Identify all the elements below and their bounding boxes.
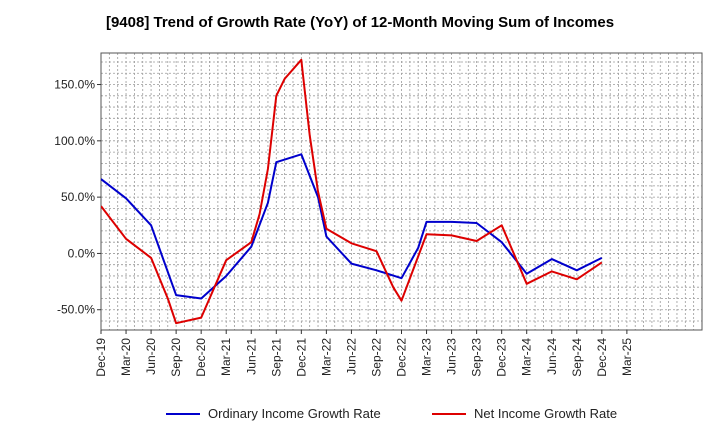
x-tick-label: Jun-22 — [344, 338, 358, 375]
x-tick-label: Mar-24 — [520, 338, 534, 376]
x-tick-label: Dec-19 — [94, 338, 108, 377]
x-tick-label: Mar-23 — [420, 338, 434, 376]
x-tick-label: Dec-22 — [395, 338, 409, 377]
y-tick-label: 0.0% — [68, 246, 96, 260]
x-tick-label: Jun-23 — [445, 338, 459, 375]
y-tick-label: -50.0% — [57, 303, 95, 317]
x-tick-label: Dec-23 — [495, 338, 509, 377]
series-line-ordinary-income — [101, 153, 603, 300]
x-tick-label: Mar-21 — [219, 338, 233, 376]
x-tick-label: Sep-20 — [169, 338, 183, 377]
x-tick-label: Mar-22 — [319, 338, 333, 376]
x-tick-label: Sep-21 — [269, 338, 283, 377]
series-line-net-income — [101, 58, 603, 325]
plot-frame — [100, 52, 703, 331]
chart-title: [9408] Trend of Growth Rate (YoY) of 12-… — [105, 14, 615, 31]
x-tick-label: Jun-20 — [144, 338, 158, 375]
x-tick-label: Dec-20 — [194, 338, 208, 377]
legend-label: Ordinary Income Growth Rate — [208, 406, 381, 421]
x-tick-label: Sep-22 — [369, 338, 383, 377]
x-tick-label: Dec-21 — [294, 338, 308, 377]
legend-label: Net Income Growth Rate — [474, 406, 617, 421]
x-tick-label: Mar-20 — [119, 338, 133, 376]
x-tick-label: Jun-24 — [545, 338, 559, 375]
x-tick-label: Dec-24 — [595, 338, 609, 377]
x-tick-label: Jun-21 — [244, 338, 258, 375]
x-tick-label: Mar-25 — [620, 338, 634, 376]
y-tick-label: 50.0% — [61, 190, 95, 204]
y-tick-label: 150.0% — [54, 78, 95, 92]
x-tick-label: Sep-23 — [470, 338, 484, 377]
y-tick-label: 100.0% — [54, 134, 95, 148]
x-tick-label: Sep-24 — [570, 338, 584, 377]
